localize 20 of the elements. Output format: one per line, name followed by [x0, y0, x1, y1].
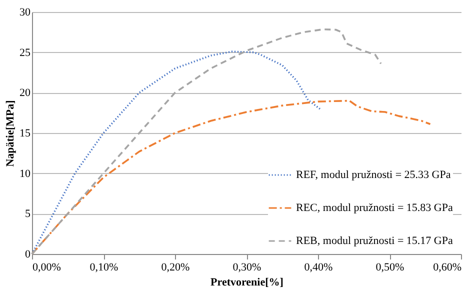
x-tick-label: 0,10% [90, 262, 118, 274]
legend-label: REB, modul pružnosti = 15.17 GPa [296, 235, 453, 247]
y-tick-label: 15 [20, 128, 31, 140]
line-series [31, 50, 322, 255]
x-tick-label: 0,60% [433, 262, 462, 274]
y-tick-label: 5 [25, 208, 31, 220]
x-tick-label: 0,20% [161, 262, 190, 274]
legend-label: REC, modul pružnosti = 15.83 GPa [296, 202, 453, 214]
x-tick-label: 0,00% [32, 262, 61, 274]
x-tick-label: 0,50% [376, 262, 404, 274]
x-tick-label: 0,40% [304, 262, 333, 274]
y-tick-label: 30 [20, 6, 31, 18]
x-axis-title: Pretvorenie[%] [210, 276, 284, 288]
y-tick-label: 20 [20, 87, 31, 100]
y-tick-label: 25 [20, 46, 31, 59]
legend-label: REF, modul pružnosti = 25.33 GPa [296, 169, 451, 181]
y-tick-label: 0 [25, 248, 31, 260]
x-tick-label: 0,30% [232, 262, 262, 274]
y-tick-label: 10 [20, 168, 31, 180]
y-axis-title: Napätie[MPa] [4, 100, 16, 167]
